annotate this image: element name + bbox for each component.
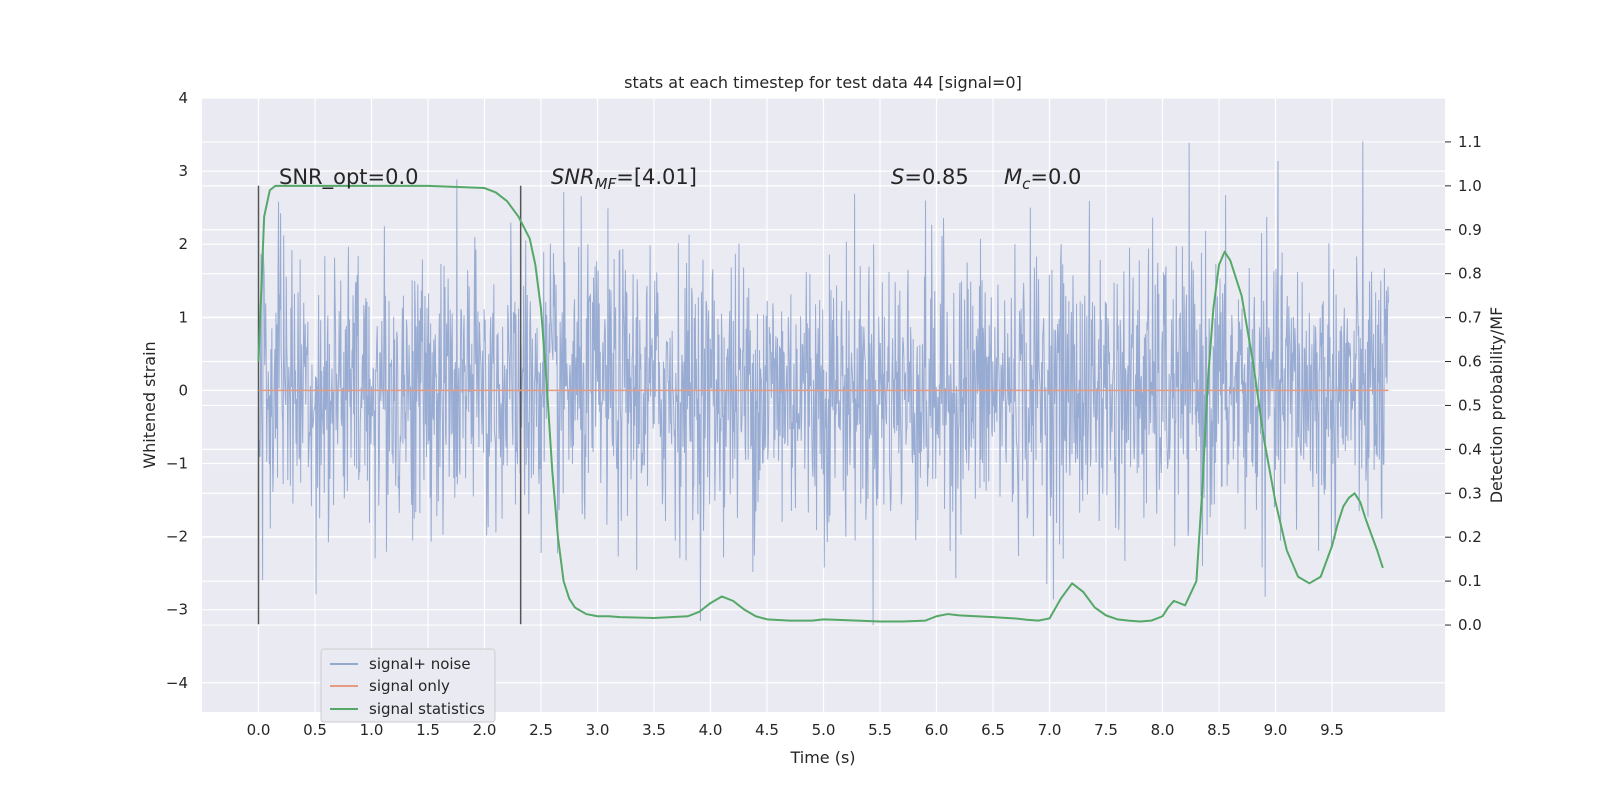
x-tick-label: 2.0 [473,721,497,739]
tick-labels: 0.0 0.5 1.0 1.5 2.0 2.5 3.0 3.5 4.0 4.5 5.0 5.5 6.0 6… [166,89,1482,739]
annotation-mc: Mc=0.0 [1004,165,1081,193]
x-axis-label: Time (s) [789,748,855,767]
legend-label-signal-only: signal only [369,677,450,695]
mc-symbol: M [1004,165,1022,189]
x-tick-label: 8.5 [1207,721,1231,739]
s-symbol: S [891,165,904,189]
y-tick-label: −1 [166,454,188,472]
line-series [257,184,1389,623]
annotation-snr-opt: SNR_opt=0.0 [279,165,419,190]
y2-tick-label: 0.2 [1458,528,1482,546]
y2-tick-label: 0.9 [1458,221,1482,239]
snr-mf-symbol: SNR [551,165,595,189]
y2-tick-label: 0.4 [1458,440,1482,458]
x-tick-label: 9.5 [1320,721,1344,739]
y2-tick-label: 0.0 [1458,616,1482,634]
y2-tick-label: 0.8 [1458,265,1482,283]
y-tick-label: 4 [178,89,188,107]
y2-axis-label: Detection probability/MF [1487,307,1506,504]
x-tick-label: 3.5 [642,721,666,739]
y2-tick-label: 0.6 [1458,353,1482,371]
mc-value: =0.0 [1030,165,1081,189]
legend-label-signal-noise: signal+ noise [369,655,471,673]
x-tick-label: 6.0 [925,721,949,739]
y-tick-label: 1 [178,308,188,326]
x-tick-label: 2.5 [529,721,553,739]
y-tick-label: 3 [178,162,188,180]
x-tick-label: 1.5 [416,721,440,739]
y2-tick-label: 1.0 [1458,177,1482,195]
snr-mf-subscript: MF [595,175,617,193]
x-tick-label: 1.0 [360,721,384,739]
y2-tick-label: 1.1 [1458,133,1482,151]
vertical-markers [257,185,522,625]
x-tick-label: 4.5 [755,721,779,739]
x-tick-label: 0.0 [247,721,271,739]
y-tick-label: 0 [178,381,188,399]
x-tick-label: 7.0 [1038,721,1062,739]
x-tick-label: 5.5 [868,721,892,739]
y-tick-label: 2 [178,235,188,253]
signal-noise-series [258,141,1389,626]
y2-tick-label: 0.5 [1458,396,1482,414]
y2-tick-label: 0.1 [1458,572,1482,590]
y2-tick-label: 0.7 [1458,309,1482,327]
y2-tick-label: 0.3 [1458,484,1482,502]
x-tick-label: 4.0 [699,721,723,739]
legend-box [320,648,496,723]
legend: signal+ noise signal only signal statist… [320,648,496,723]
annotation-snr-mf: SNRMF=[4.01] [551,165,697,193]
annotation-s: S=0.85 [891,165,969,189]
y-tick-label: −4 [166,674,188,692]
x-tick-label: 0.5 [303,721,327,739]
s-value: =0.85 [904,165,968,189]
x-tick-label: 9.0 [1264,721,1288,739]
x-tick-label: 8.0 [1151,721,1175,739]
x-tick-label: 6.5 [981,721,1005,739]
signal-statistics-line [257,184,1384,623]
x-tick-label: 5.0 [812,721,836,739]
x-tick-label: 7.5 [1094,721,1118,739]
chart-title: stats at each timestep for test data 44 … [624,73,1022,92]
snr-mf-value: =[4.01] [616,165,697,189]
y-tick-label: −2 [166,528,188,546]
y-tick-label: −3 [166,601,188,619]
legend-label-signal-statistics: signal statistics [369,700,485,718]
signal-noise-line [258,141,1389,626]
x-tick-label: 3.0 [586,721,610,739]
y-axis-label: Whitened strain [140,341,159,468]
mc-subscript: c [1022,175,1031,193]
